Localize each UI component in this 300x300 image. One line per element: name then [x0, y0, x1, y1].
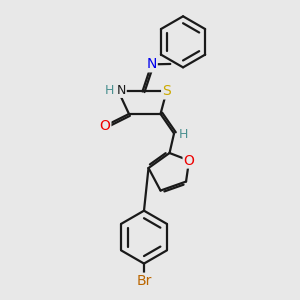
Text: N: N — [146, 57, 157, 71]
Text: H: H — [179, 128, 188, 142]
Text: Br: Br — [136, 274, 152, 288]
Text: H: H — [105, 84, 114, 97]
Text: S: S — [162, 84, 171, 98]
Text: O: O — [184, 154, 194, 167]
Text: N: N — [117, 84, 126, 97]
Text: O: O — [100, 119, 110, 133]
